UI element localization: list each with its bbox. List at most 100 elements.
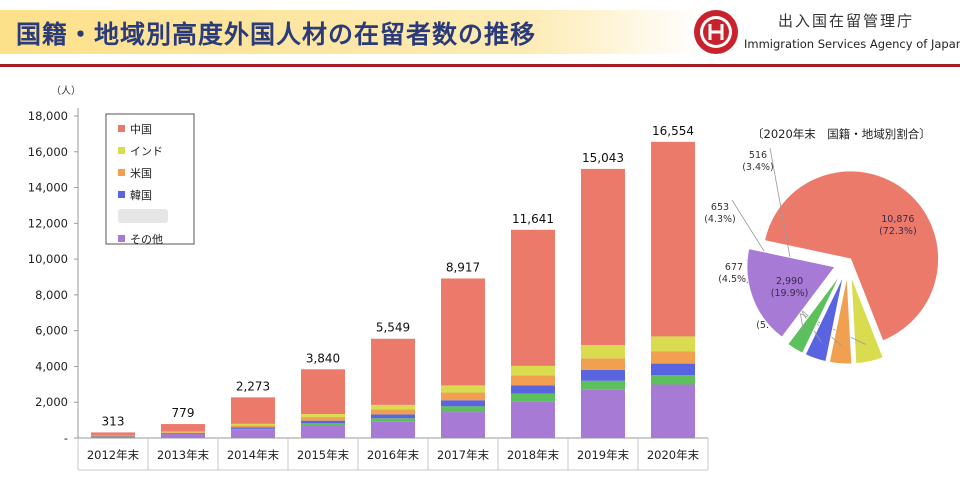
y-tick-label: 6,000	[35, 324, 68, 338]
legend-label: その他	[130, 233, 163, 246]
bar-segment-usa	[651, 351, 695, 364]
bar-segment-korea	[651, 363, 695, 376]
bar-segment-hidden	[441, 406, 485, 413]
bar-segment-korea	[581, 370, 625, 381]
bar-segment-usa	[371, 409, 415, 415]
bar-segment-china	[581, 168, 625, 345]
pie-percent-label: (19.9%)	[771, 288, 809, 299]
bar-segment-korea	[91, 436, 135, 437]
bar-segment-other	[301, 425, 345, 438]
agency-name-en: Immigration Services Agency of Japan	[744, 37, 960, 51]
bar-total-label: 8,917	[446, 260, 480, 274]
bar-segment-other	[651, 384, 695, 438]
bar-segment-china	[651, 141, 695, 337]
bar-total-label: 2,273	[236, 379, 270, 393]
bar-segment-china	[231, 397, 275, 424]
y-tick-label: 14,000	[28, 181, 68, 195]
bar-total-label: 15,043	[582, 151, 624, 165]
pie-percent-label: (4.3%)	[704, 214, 736, 225]
bar-segment-korea	[441, 400, 485, 407]
legend-swatch-usa	[118, 169, 125, 176]
bar-segment-usa	[441, 392, 485, 401]
bar-segment-india	[511, 365, 555, 376]
y-tick-label: 18,000	[28, 109, 68, 123]
bar-segment-india	[301, 414, 345, 418]
bar-segment-korea	[371, 414, 415, 419]
bar-segment-korea	[511, 385, 555, 394]
bar-segment-india	[371, 404, 415, 410]
legend-label: インド	[130, 145, 163, 158]
bar-segment-china	[161, 424, 205, 432]
x-tick-label: 2014年末	[227, 448, 280, 462]
bar-segment-hidden	[581, 380, 625, 390]
legend-label: 米国	[130, 167, 152, 180]
bar-total-label: 16,554	[652, 124, 694, 138]
bar-total-label: 11,641	[512, 212, 554, 226]
bar-segment-usa	[511, 375, 555, 386]
bar-segment-india	[441, 385, 485, 393]
bar-segment-other	[511, 401, 555, 438]
pie-slice-china	[763, 170, 940, 342]
y-tick-label: 8,000	[35, 288, 68, 302]
bar-segment-india	[581, 344, 625, 359]
bar-segment-korea	[231, 427, 275, 429]
bar-segment-other	[161, 433, 205, 438]
pie-value-label: 516	[749, 150, 767, 161]
x-tick-label: 2019年末	[577, 448, 630, 462]
y-unit-label: （人）	[51, 85, 81, 97]
pie-value-label: 2,990	[776, 276, 803, 287]
bar-total-label: 5,549	[376, 321, 410, 335]
bar-segment-other	[441, 412, 485, 438]
bar-total-label: 3,840	[306, 351, 340, 365]
y-tick-label: 16,000	[28, 145, 68, 159]
bar-segment-other	[231, 429, 275, 438]
pie-slice-korea	[804, 275, 845, 363]
bar-segment-hidden	[511, 393, 555, 402]
bar-segment-india	[651, 336, 695, 352]
header-divider	[0, 64, 960, 67]
x-tick-label: 2020年末	[647, 448, 700, 462]
agency-emblem-icon	[694, 10, 738, 54]
bar-segment-hidden	[231, 428, 275, 430]
bar-segment-other	[91, 436, 135, 438]
legend-blurred-entry	[118, 209, 168, 223]
pie-chart: 10,876(72.3%)842(5.6%)677(4.5%)653(4.3%)…	[704, 147, 940, 365]
pie-value-label: 653	[711, 202, 729, 213]
bar-segment-china	[91, 432, 135, 436]
bar-segment-hidden	[301, 423, 345, 426]
pie-value-label: 677	[725, 262, 743, 273]
bar-segment-other	[371, 421, 415, 438]
legend-label: 中国	[130, 123, 152, 136]
bar-segment-china	[301, 369, 345, 415]
bar-segment-other	[581, 389, 625, 438]
bar-segment-hidden	[161, 433, 205, 435]
legend-swatch-india	[118, 147, 125, 154]
y-tick-label: 4,000	[35, 359, 68, 373]
bar-segment-china	[511, 229, 555, 366]
x-tick-label: 2016年末	[367, 448, 420, 462]
bar-segment-usa	[231, 425, 275, 428]
bar-segment-india	[91, 435, 135, 437]
pie-percent-label: (72.3%)	[879, 226, 917, 237]
bar-segment-hidden	[371, 418, 415, 422]
bar-total-label: 313	[102, 414, 125, 428]
legend-swatch-korea	[118, 191, 125, 198]
pie-slice-other	[746, 248, 836, 338]
bar-segment-korea	[301, 420, 345, 424]
pie-percent-label: (4.5%)	[718, 274, 750, 285]
pie-chart-title: 〔2020年末 国籍・地域別割合〕	[752, 127, 931, 141]
x-tick-label: 2015年末	[297, 448, 350, 462]
bar-segment-india	[161, 431, 205, 433]
bar-segment-china	[371, 338, 415, 405]
x-tick-label: 2013年末	[157, 448, 210, 462]
bar-segment-india	[231, 423, 275, 426]
y-tick-label: -	[64, 431, 68, 445]
y-tick-label: 12,000	[28, 216, 68, 230]
legend-label: 韓国	[130, 189, 152, 202]
y-tick-label: 2,000	[35, 395, 68, 409]
pie-slice-usa	[828, 275, 853, 365]
agency-name-ja: 出入国在留管理庁	[778, 12, 915, 30]
title-band	[0, 10, 700, 54]
x-tick-label: 2018年末	[507, 448, 560, 462]
page-title: 国籍・地域別高度外国人材の在留者数の推移	[16, 20, 537, 49]
